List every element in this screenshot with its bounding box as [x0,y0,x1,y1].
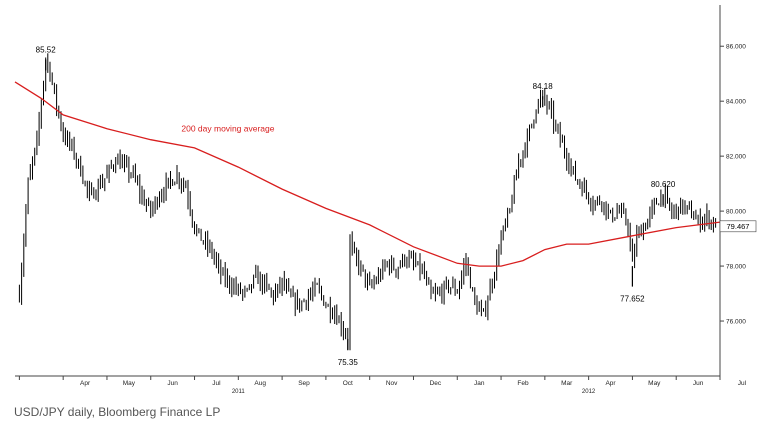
x-tick-label: Oct [343,380,353,387]
x-tick-label: Feb [517,380,529,387]
moving-average-label: 200 day moving average [181,124,274,134]
y-tick-label: 76.000 [726,319,746,326]
x-tick-label: Sep [298,380,310,387]
y-tick-label: 84.000 [726,99,746,106]
price-annotation: 85.52 [36,45,57,54]
last-value-label: 79.467 [727,222,750,231]
x-tick-label: Jan [474,380,485,387]
last-value-background [719,220,757,233]
chart-caption: USD/JPY daily, Bloomberg Finance LP [14,405,221,419]
y-ticks: 86.000 84.000 82.000 80.000 78.000 76.000 [720,44,746,326]
x-ticks: Apr May Jun Jul Aug Sep Oct Nov Dec Jan Feb Mar Apr M… [18,376,747,395]
y-tick-label: 78.000 [726,264,746,271]
x-tick-label: Mar [561,380,573,387]
x-tick-label: Jul [738,380,747,387]
x-tick-label: Apr [605,380,616,387]
x-tick-label: Dec [430,380,442,387]
x-tick-label: Apr [80,380,91,387]
price-annotation: 84.18 [533,82,554,91]
price-series [18,53,717,351]
x-tick-label: Jun [167,380,178,387]
plot-background [0,0,720,376]
axes [15,5,721,377]
x-year-label: 2011 [232,389,246,395]
x-year-label: 2012 [582,389,596,395]
y-tick-label: 80.000 [726,209,746,216]
price-annotation: 75.35 [338,358,359,367]
usdjpy-chart: 86.000 84.000 82.000 80.000 78.000 76.000 Apr… [0,0,757,395]
y-tick-label: 86.000 [726,44,746,51]
annotations: 85.52 84.18 80.620 77.652 75.35 200 day movin… [36,45,676,367]
y-tick-label: 82.000 [726,154,746,161]
x-tick-label: Nov [386,380,398,387]
x-tick-label: Jun [693,380,704,387]
last-value-box: 79.467 [719,220,757,233]
price-annotation: 80.620 [651,180,676,189]
moving-average-series [14,81,721,267]
x-tick-label: Jul [212,380,221,387]
price-annotation: 77.652 [620,295,645,304]
x-tick-label: May [123,380,136,387]
x-tick-label: Aug [254,380,266,387]
x-tick-label: May [648,380,661,387]
moving-average-line [14,81,721,267]
